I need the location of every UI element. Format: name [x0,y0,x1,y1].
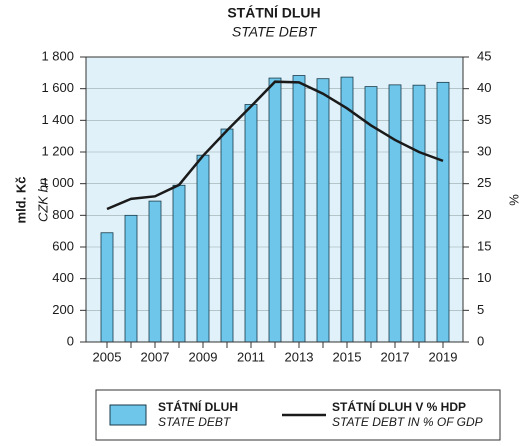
x-tick-label: 2015 [333,349,362,364]
y-tick-label: 1 200 [41,143,74,158]
y2-tick-label: 15 [477,238,491,253]
bar [100,232,114,343]
x-tick-label: 2011 [237,349,265,364]
y2-tick-label: 35 [477,112,491,127]
bar [244,104,258,343]
legend-sublabel: STATE DEBT IN % OF GDP [332,415,483,429]
y-tick-label: 200 [52,302,74,317]
y-tick-label: 800 [52,207,74,222]
x-tick-label: 2017 [381,349,410,364]
y-tick-label: 0 [67,333,74,348]
bar [412,84,426,343]
y-tick-label: 1 600 [41,80,74,95]
legend-swatch [109,404,147,426]
y-axis-sublabel: CZK bn [35,178,50,222]
y-tick-label: 400 [52,270,74,285]
bar [220,128,234,343]
chart-subtitle: STATE DEBT [232,24,318,40]
bar [292,75,306,343]
legend-label: STÁTNÍ DLUH V % HDP [332,399,466,414]
y-tick-label: 600 [52,238,74,253]
y-tick-label: 1 800 [41,48,74,63]
y2-tick-label: 25 [477,175,491,190]
x-tick-label: 2007 [141,349,170,364]
y2-axis-label: % [506,194,521,206]
x-tick-label: 2009 [189,349,218,364]
bar [340,76,354,343]
bar [124,214,138,343]
bar [148,200,162,343]
bar [316,78,330,343]
plot-frame [85,56,464,343]
line [106,80,444,211]
chart-title: STÁTNÍ DLUH [227,5,320,21]
bar [388,84,402,343]
legend-sublabel: STATE DEBT [158,415,232,429]
bar [268,77,282,343]
x-tick-label: 2019 [429,349,458,364]
legend-label: STÁTNÍ DLUH [158,399,238,414]
y2-tick-label: 10 [477,270,491,285]
bar [172,184,186,343]
bar [196,154,210,343]
y2-tick-label: 0 [477,333,484,348]
y2-tick-label: 20 [477,207,491,222]
bar [436,81,450,343]
x-tick-label: 2005 [93,349,122,364]
y2-tick-label: 5 [477,302,484,317]
x-tick-label: 2013 [285,349,314,364]
y2-tick-label: 40 [477,80,491,95]
y2-tick-label: 45 [477,48,491,63]
y-tick-label: 1 000 [41,175,74,190]
y2-tick-label: 30 [477,143,491,158]
y-tick-label: 1 400 [41,112,74,127]
y-axis-label: mld. Kč [13,177,28,224]
